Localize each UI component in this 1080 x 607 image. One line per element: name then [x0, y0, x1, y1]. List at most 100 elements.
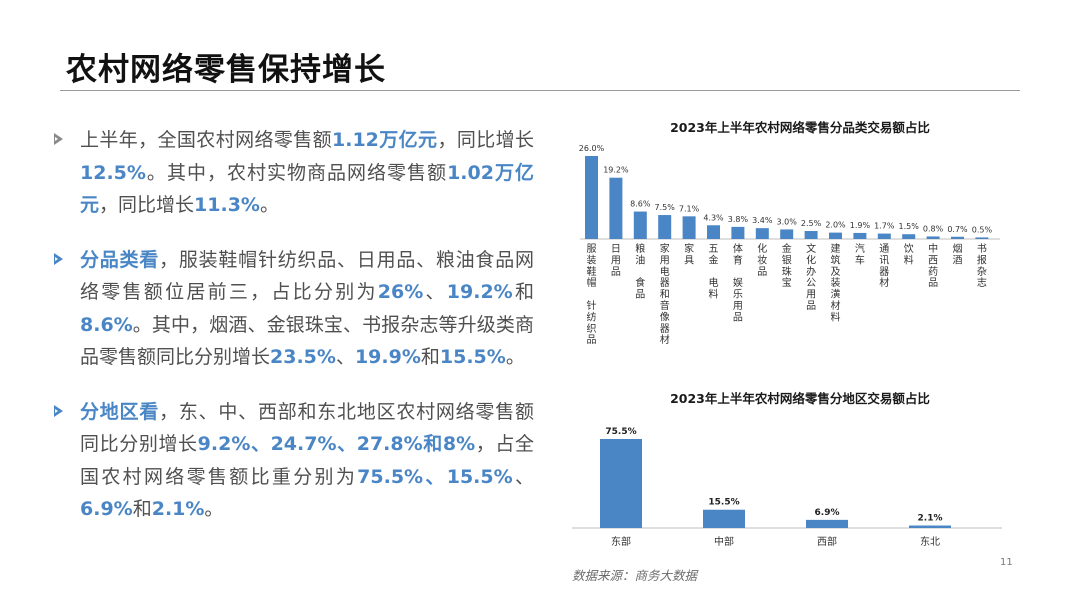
body-text: ，同比增长	[437, 129, 534, 151]
bullet-item: 分品类看，服装鞋帽针纺织品、日用品、粮油食品网络零售额位居前三，占比分别为26%…	[54, 244, 534, 374]
data-label: 1.7%	[874, 222, 895, 231]
tick-label: 服装鞋帽 针纺织品	[587, 243, 597, 346]
data-label: 4.3%	[703, 213, 724, 222]
tick-label: 金银珠宝	[782, 242, 792, 289]
bar	[609, 177, 623, 239]
body-text: 、	[512, 465, 534, 488]
body-text: 。其中，烟酒、金银珠宝、书报杂志等升级类商品零售额同比分别增长	[80, 313, 534, 369]
data-label: 19.2%	[603, 166, 629, 175]
bar	[975, 237, 989, 239]
bar	[682, 216, 696, 239]
body-text: 。其中，农村实物商品网络零售额	[145, 161, 448, 184]
bullet-arrow-icon	[54, 404, 63, 417]
tick-label: 体育 娱乐用品	[733, 243, 743, 323]
tick-label: 饮料	[904, 242, 914, 266]
data-label: 0.7%	[947, 225, 968, 234]
data-label: 3.4%	[752, 216, 773, 225]
data-label: 3.0%	[777, 217, 798, 226]
data-label: 2.0%	[825, 221, 846, 230]
page-title: 农村网络零售保持增长	[66, 52, 386, 88]
body-text: 和	[420, 346, 440, 368]
tick-label: 烟酒	[953, 242, 963, 266]
highlight-text: 19.9%	[354, 346, 421, 368]
data-label: 75.5%	[605, 427, 636, 437]
tick-label: 书报杂志	[977, 243, 987, 289]
body-text: ，占全国农村网络零售额比重分别为	[80, 433, 534, 488]
category-chart-title: 2023年上半年农村网络零售分品类交易额占比	[670, 120, 930, 135]
data-label: 3.8%	[728, 215, 749, 224]
tick-label: 化妆品	[757, 242, 767, 278]
bar	[731, 226, 745, 239]
highlight-text: 1.12万亿元	[332, 129, 438, 151]
region-chart-title: 2023年上半年农村网络零售分地区交易额占比	[670, 391, 930, 406]
highlight-text: 26%	[377, 281, 424, 303]
data-label: 0.5%	[972, 225, 993, 234]
bullet-arrow-icon	[54, 252, 63, 265]
body-text: 。	[259, 194, 279, 216]
tick-label: 汽车	[855, 242, 865, 266]
bullet-list: 上半年，全国农村网络零售额1.12万亿元，同比增长12.5%。其中，农村实物商品…	[54, 124, 534, 548]
tick-label: 东北	[920, 535, 940, 548]
title-divider	[60, 90, 1020, 91]
data-label: 26.0%	[579, 144, 605, 153]
data-label: 8.6%	[630, 200, 651, 209]
highlight-text: 1.02万亿元	[80, 161, 534, 217]
highlight-text: 19.2%	[446, 281, 513, 303]
highlight-text: 11.3%	[194, 194, 260, 216]
body-text: 、	[335, 346, 355, 368]
bullet-arrow-icon	[54, 133, 63, 145]
highlight-text: 12.5%	[80, 161, 146, 184]
body-text: ，同比增长	[99, 194, 195, 216]
bar	[951, 236, 964, 239]
tick-label: 粮油 食品	[635, 242, 645, 301]
body-text: 。	[204, 498, 224, 520]
data-source-note: 数据来源：商务大数据	[572, 568, 698, 583]
tick-label: 家具	[684, 242, 694, 266]
bar	[755, 228, 769, 239]
data-label: 7.5%	[655, 203, 676, 212]
bar	[658, 215, 672, 239]
highlight-text: 15.5%	[439, 346, 506, 368]
data-label: 6.9%	[815, 508, 840, 518]
body-text: 上半年，全国农村网络零售额	[80, 129, 333, 151]
tick-label: 家用电器和音像器材	[660, 242, 670, 346]
tick-label: 西部	[817, 535, 837, 548]
highlight-text: 6.9%	[80, 498, 133, 520]
region-share-chart: 75.5% 东部 15.5% 中部 6.9% 西部 2.1% 东北	[572, 427, 1002, 548]
body-text: ，服装鞋帽针纺织品、日用品、粮油食品网络零售额位居前三，占比分别为	[80, 248, 534, 304]
highlight-text: 2.1%	[151, 498, 205, 520]
bar	[804, 231, 818, 239]
bar	[707, 225, 720, 239]
bar	[806, 519, 848, 528]
tick-label: 中部	[714, 535, 734, 548]
category-share-chart: 26.0% 服装鞋帽 针纺织品 19.2% 日用品 8.6% 粮油 食品 7.5% 家用电器和…	[579, 144, 1000, 346]
data-label: 2.5%	[801, 219, 822, 228]
bullet-text: 分品类看，服装鞋帽针纺织品、日用品、粮油食品网络零售额位居前三，占比分别为26%…	[80, 244, 534, 374]
tick-label: 文化办公用品	[806, 242, 816, 312]
bar	[853, 232, 867, 239]
highlight-text: 23.5%	[270, 346, 336, 368]
highlight-text: 75.5%、15.5%	[357, 465, 513, 488]
tick-label: 日用品	[611, 244, 621, 278]
bar	[600, 439, 642, 528]
bar	[909, 525, 951, 528]
tick-label: 通讯器材	[879, 243, 889, 289]
page-number: 11	[1000, 557, 1013, 568]
body-text: 和	[132, 498, 152, 520]
data-label: 7.1%	[679, 204, 700, 213]
highlight-text: 分地区看	[80, 400, 160, 423]
bar	[877, 233, 891, 239]
bullet-text: 上半年，全国农村网络零售额1.12万亿元，同比增长12.5%。其中，农村实物商品…	[80, 124, 534, 222]
tick-label: 建筑及装潢材料	[831, 242, 841, 323]
tick-label: 五金 电料	[709, 244, 719, 301]
bullet-item: 分地区看，东、中、西部和东北地区农村网络零售额同比分别增长9.2%、24.7%、…	[54, 396, 534, 526]
data-label: 2.1%	[918, 514, 943, 524]
body-text: 和	[512, 281, 534, 303]
bar	[585, 156, 598, 239]
bar	[703, 509, 745, 528]
bar	[780, 229, 794, 239]
data-label: 1.9%	[850, 221, 871, 230]
highlight-text: 8.6%	[80, 313, 133, 336]
data-label: 0.8%	[923, 224, 944, 233]
data-label: 15.5%	[708, 498, 739, 508]
